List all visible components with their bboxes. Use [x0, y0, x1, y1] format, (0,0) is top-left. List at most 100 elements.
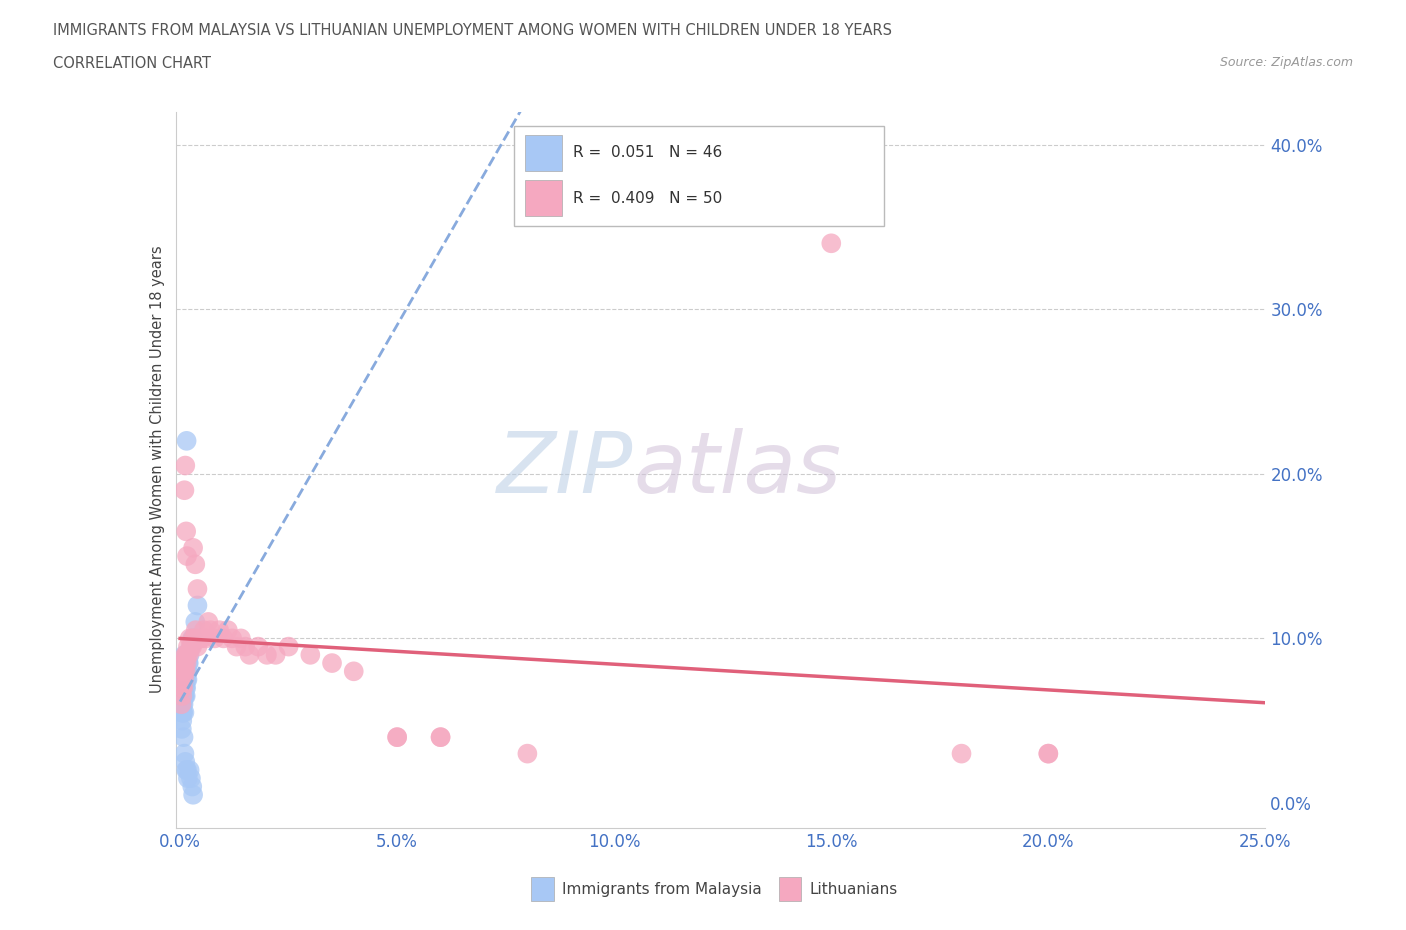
- Point: [1038, 746, 1060, 761]
- Point: [170, 681, 193, 696]
- Point: [181, 788, 204, 803]
- Point: [181, 631, 204, 645]
- FancyBboxPatch shape: [779, 877, 801, 901]
- Point: [204, 631, 226, 645]
- Point: [180, 771, 202, 786]
- Point: [173, 664, 195, 679]
- Point: [181, 639, 204, 654]
- Point: [172, 664, 194, 679]
- Point: [179, 631, 201, 645]
- Point: [221, 631, 243, 645]
- Point: [184, 623, 207, 638]
- Point: [176, 433, 198, 448]
- Point: [173, 730, 195, 745]
- Point: [256, 647, 278, 662]
- Point: [176, 647, 198, 662]
- Point: [184, 557, 207, 572]
- Point: [174, 656, 197, 671]
- Point: [173, 705, 195, 720]
- Point: [174, 763, 197, 777]
- Point: [172, 705, 194, 720]
- Point: [186, 598, 208, 613]
- Point: [172, 713, 194, 728]
- Point: [225, 639, 247, 654]
- Point: [173, 688, 195, 703]
- Point: [197, 615, 219, 630]
- Point: [173, 656, 195, 671]
- Text: Lithuanians: Lithuanians: [810, 882, 898, 897]
- Point: [181, 779, 204, 794]
- Point: [180, 639, 202, 654]
- Point: [299, 647, 322, 662]
- Point: [277, 639, 299, 654]
- Point: [176, 763, 198, 777]
- Point: [200, 623, 222, 638]
- Point: [173, 672, 195, 687]
- Point: [170, 688, 193, 703]
- Point: [176, 672, 198, 687]
- Point: [179, 763, 201, 777]
- Point: [173, 664, 195, 679]
- Point: [172, 688, 194, 703]
- Point: [183, 631, 205, 645]
- Point: [177, 664, 200, 679]
- Point: [321, 656, 343, 671]
- Point: [173, 681, 195, 696]
- Point: [173, 647, 195, 662]
- Point: [180, 639, 202, 654]
- Point: [174, 664, 197, 679]
- Point: [174, 681, 197, 696]
- Point: [217, 623, 239, 638]
- Point: [181, 631, 204, 645]
- Text: ZIP: ZIP: [498, 428, 633, 512]
- Point: [172, 705, 194, 720]
- Point: [181, 631, 204, 645]
- Point: [233, 639, 256, 654]
- Point: [172, 664, 194, 679]
- Point: [172, 697, 194, 711]
- Point: [177, 639, 200, 654]
- Point: [385, 730, 408, 745]
- Point: [173, 483, 195, 498]
- Point: [193, 623, 215, 638]
- Text: IMMIGRANTS FROM MALAYSIA VS LITHUANIAN UNEMPLOYMENT AMONG WOMEN WITH CHILDREN UN: IMMIGRANTS FROM MALAYSIA VS LITHUANIAN U…: [53, 23, 893, 38]
- Point: [174, 754, 197, 769]
- Point: [385, 730, 408, 745]
- Point: [170, 697, 193, 711]
- Point: [172, 688, 194, 703]
- Point: [177, 656, 200, 671]
- Point: [176, 672, 198, 687]
- Point: [173, 697, 195, 711]
- Point: [172, 681, 194, 696]
- Point: [170, 722, 193, 737]
- Point: [170, 705, 193, 720]
- Point: [177, 656, 200, 671]
- Point: [179, 647, 201, 662]
- Point: [516, 746, 538, 761]
- Point: [264, 647, 287, 662]
- Point: [429, 730, 451, 745]
- Point: [820, 236, 842, 251]
- Point: [177, 647, 200, 662]
- Point: [195, 631, 218, 645]
- Point: [229, 631, 252, 645]
- Point: [1038, 746, 1060, 761]
- Point: [174, 664, 197, 679]
- Point: [172, 688, 194, 703]
- Point: [212, 631, 235, 645]
- Point: [173, 656, 195, 671]
- Point: [174, 656, 197, 671]
- Point: [343, 664, 366, 679]
- Point: [176, 647, 198, 662]
- Text: atlas: atlas: [633, 428, 841, 512]
- Point: [186, 581, 208, 596]
- Point: [174, 458, 197, 473]
- Point: [173, 688, 195, 703]
- Point: [172, 681, 194, 696]
- Point: [208, 623, 231, 638]
- Point: [174, 647, 197, 662]
- Point: [177, 771, 200, 786]
- Point: [247, 639, 270, 654]
- Point: [173, 746, 195, 761]
- Point: [188, 631, 211, 645]
